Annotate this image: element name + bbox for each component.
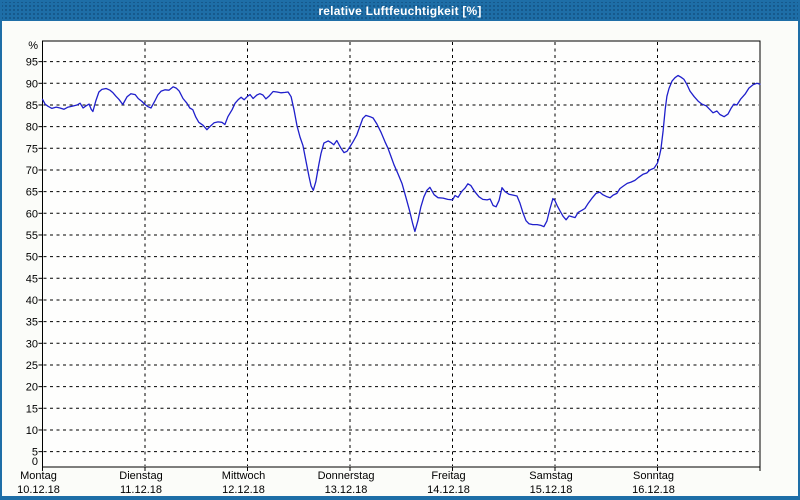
date-label: 15.12.18 <box>530 484 573 496</box>
y-axis-label: 85 <box>26 100 38 112</box>
plot-border <box>42 40 761 468</box>
y-axis-label: 50 <box>26 252 38 264</box>
date-label: 14.12.18 <box>427 484 470 496</box>
y-axis-label: 75 <box>26 143 38 155</box>
y-axis-label: 25 <box>26 360 38 372</box>
y-axis-label: 60 <box>26 208 38 220</box>
window-title: relative Luftfeuchtigkeit [%] <box>318 3 482 18</box>
humidity-line <box>41 74 761 233</box>
day-label: Montag <box>20 470 57 482</box>
y-axis-label: 35 <box>26 317 38 329</box>
y-axis-label: 20 <box>26 382 38 394</box>
y-axis-label: 10 <box>26 425 38 437</box>
y-axis-label: 95 <box>26 57 38 69</box>
y-axis-label: 40 <box>26 295 38 307</box>
date-label: 12.12.18 <box>222 484 265 496</box>
y-axis-label: 30 <box>26 338 38 350</box>
date-label: 10.12.18 <box>17 484 60 496</box>
day-label: Mittwoch <box>222 470 265 482</box>
y-axis-label: 90 <box>26 78 38 90</box>
day-label: Freitag <box>431 470 465 482</box>
titlebar: relative Luftfeuchtigkeit [%] <box>0 0 800 21</box>
y-axis-label: 80 <box>26 122 38 134</box>
y-axis-label: 55 <box>26 230 38 242</box>
date-label: 13.12.18 <box>325 484 368 496</box>
date-label: 16.12.18 <box>632 484 675 496</box>
y-axis-label: 45 <box>26 273 38 285</box>
y-axis-label: 65 <box>26 187 38 199</box>
day-label: Dienstag <box>119 470 162 482</box>
y-axis-label: 70 <box>26 165 38 177</box>
day-label: Sonntag <box>633 470 674 482</box>
y-axis-unit-label: % <box>28 40 38 52</box>
date-label: 11.12.18 <box>120 484 162 496</box>
day-label: Samstag <box>529 470 572 482</box>
y-axis-label: 0 <box>32 456 38 468</box>
y-axis-label: 15 <box>26 403 38 415</box>
y-axis-label: 5 <box>32 447 38 459</box>
day-label: Donnerstag <box>318 470 375 482</box>
